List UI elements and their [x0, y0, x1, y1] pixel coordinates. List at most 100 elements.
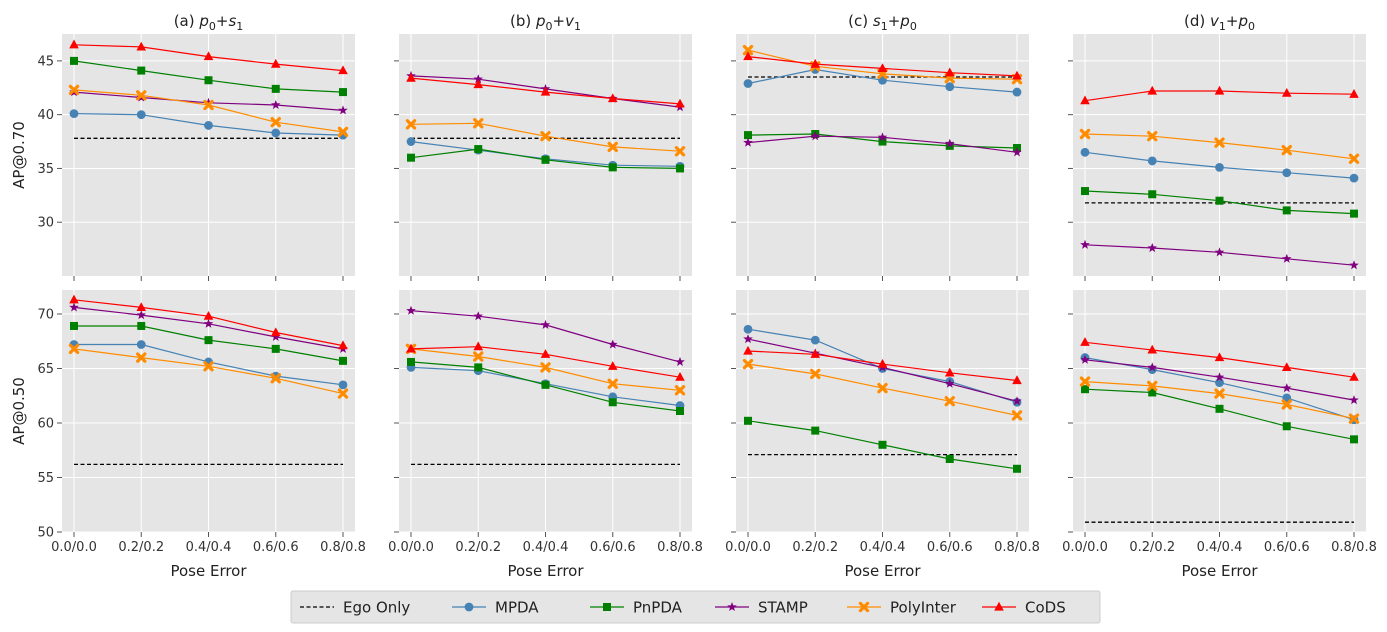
data-point [540, 362, 551, 373]
data-point [607, 93, 618, 103]
data-point [69, 39, 79, 49]
data-point [136, 110, 146, 120]
data-point [204, 121, 213, 130]
legend-swatch-marker-stroke-b [858, 601, 870, 613]
data-point [1282, 422, 1291, 431]
legend-label: MPDA [495, 599, 539, 617]
data-point [810, 349, 821, 358]
data-point [811, 426, 820, 435]
data-point [339, 88, 347, 97]
data-point [608, 398, 617, 407]
series-cods [1080, 85, 1359, 105]
x-tick-label: 0.8/0.8 [657, 540, 703, 555]
data-point [204, 76, 213, 85]
data-point [1080, 147, 1090, 157]
y-tick-label: 55 [37, 471, 54, 486]
data-point [271, 84, 280, 93]
x-axis-label: Pose Error [507, 562, 584, 580]
x-tick-label: 0.6/0.6 [927, 540, 973, 555]
data-point [137, 321, 146, 330]
x-axis-label: Pose Error [1181, 562, 1258, 580]
x-tick-label: 0.2/0.2 [1129, 540, 1175, 555]
data-point [203, 361, 214, 372]
data-point-stroke-b [877, 382, 888, 394]
y-tick-label: 50 [37, 526, 54, 541]
data-point [337, 126, 349, 138]
panel-title-part: (c) [848, 12, 873, 30]
x-tick-label: 0.2/0.2 [455, 540, 501, 555]
legend-frame [290, 590, 1101, 624]
x-tick-label: 0.4/0.4 [523, 540, 569, 555]
legend: Ego Only MPDA PnPDA STAMP PolyInter CoDS [290, 590, 1101, 624]
data-point [1348, 413, 1360, 424]
y-axis-label: AP@0.70 [10, 121, 28, 189]
data-point [744, 131, 752, 140]
data-point [1281, 399, 1292, 410]
panel-r0-c2: (c) s1+p0 [731, 12, 1029, 281]
legend-entry-stamp: STAMP [715, 599, 808, 617]
data-point [203, 51, 214, 61]
data-point [407, 357, 415, 366]
data-point [338, 380, 348, 390]
panel-title: (c) s1+p0 [848, 12, 917, 33]
series-pnpda [407, 357, 684, 415]
data-point [473, 341, 484, 351]
data-point [68, 343, 80, 355]
data-point-stroke-b [1281, 144, 1292, 156]
panel-r0-c3: (d) v1+p0 [1068, 12, 1366, 281]
data-point-stroke-b [473, 351, 484, 362]
data-point [743, 79, 753, 88]
data-point [743, 345, 753, 355]
data-point [810, 368, 821, 380]
panel-title-part: + [553, 12, 566, 30]
data-point [1148, 190, 1157, 199]
series-cods [69, 294, 348, 350]
series-stamp [406, 305, 685, 366]
data-point-stroke-b [136, 352, 147, 363]
series-cods [406, 72, 685, 108]
data-point [1147, 85, 1158, 95]
data-point [743, 137, 753, 147]
data-point-stroke-b [742, 44, 754, 56]
series-cods [69, 39, 348, 75]
data-point [1080, 337, 1090, 346]
y-tick-label: 45 [37, 54, 54, 69]
data-point-stroke-b [1147, 130, 1158, 142]
data-point [1147, 156, 1157, 166]
panel-title-part: 0 [1248, 20, 1255, 33]
data-point [1012, 375, 1022, 385]
data-point [473, 79, 484, 89]
series-stamp [1080, 354, 1359, 405]
data-point [1282, 168, 1292, 178]
data-point [810, 58, 821, 68]
data-point [877, 382, 888, 394]
x-tick-label: 0.0/0.0 [1062, 540, 1108, 555]
data-point [136, 90, 147, 101]
data-point [1013, 464, 1021, 473]
series-pnpda [70, 321, 347, 365]
data-point [1281, 362, 1292, 371]
series-cods [743, 345, 1022, 385]
data-point [945, 454, 954, 463]
legend-swatch-marker [603, 603, 611, 611]
y-axis-label: AP@0.50 [10, 377, 28, 445]
y-tick-label: 65 [37, 362, 54, 377]
panel-r1-c0: 50 55 60 65 70 0.0/0.0 0.2/0.2 0.4/0.4 0.6/0.6 0.… [37, 290, 366, 580]
data-point [540, 349, 551, 358]
data-point [406, 137, 416, 146]
data-point [1012, 87, 1022, 97]
panel-title-part: v [565, 12, 575, 30]
data-point [137, 66, 146, 75]
data-point [1081, 187, 1089, 196]
data-point [1349, 372, 1359, 381]
data-point-stroke-b [337, 126, 349, 138]
series-polyinter [68, 84, 349, 138]
data-point-stroke-b [540, 130, 551, 142]
data-point [1348, 153, 1360, 164]
data-point [1012, 147, 1022, 157]
data-point [675, 372, 685, 381]
data-point [270, 327, 281, 337]
data-point [540, 319, 551, 329]
panel-r1-c1: 0.0/0.0 0.2/0.2 0.4/0.4 0.6/0.6 0.8/0.8 Pose … [388, 290, 703, 580]
